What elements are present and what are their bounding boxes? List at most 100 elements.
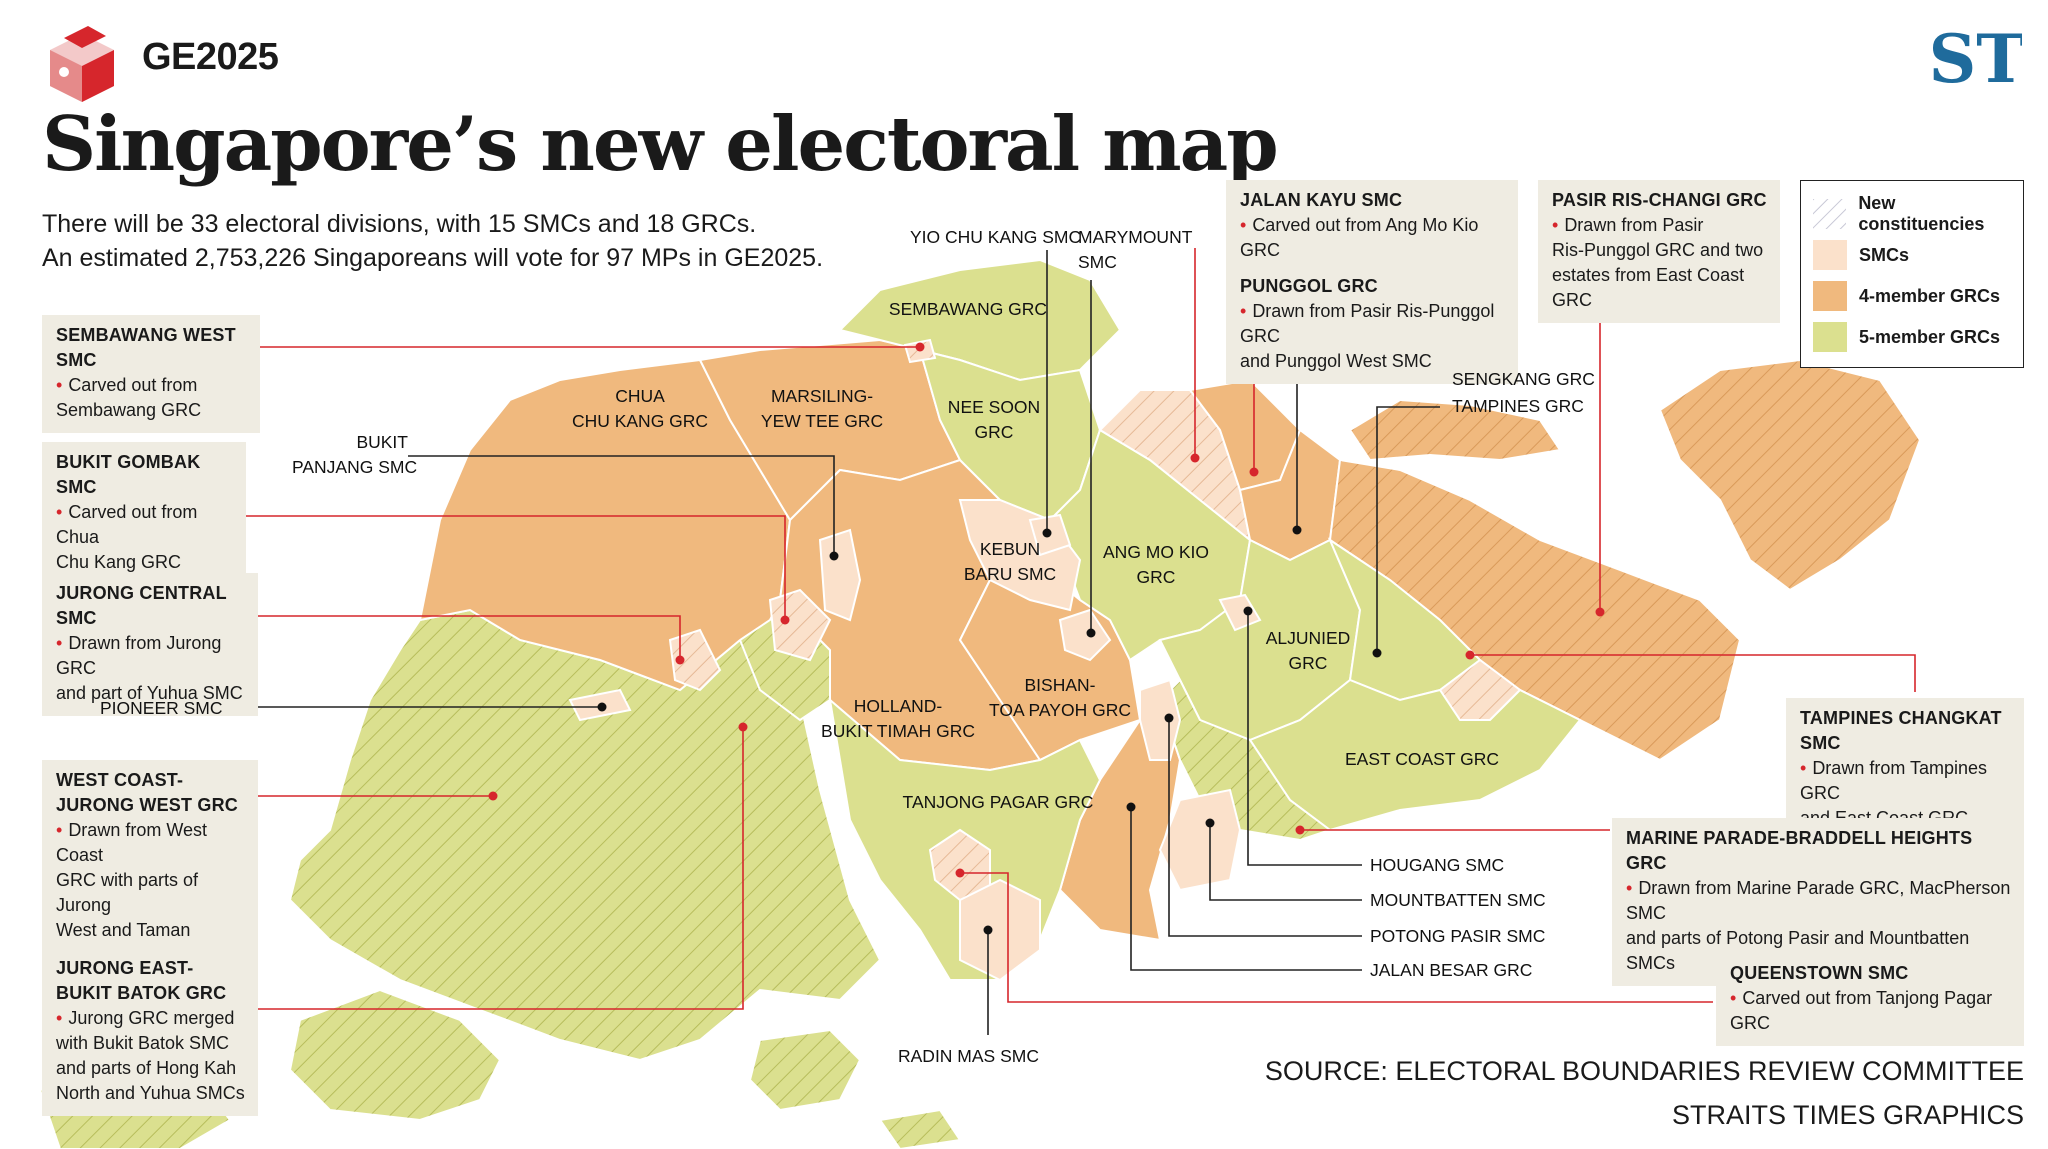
label-chua-chu-kang: CHUA CHU KANG GRC <box>571 386 709 431</box>
callout-desc: Sembawang GRC <box>56 400 202 420</box>
legend-label-new: New constituencies <box>1858 193 1985 234</box>
callout-title: BUKIT BATOK GRC <box>56 983 227 1003</box>
callout-title: WEST COAST- <box>56 770 184 790</box>
label-ang-mo-kio: ANG MO KIO GRC <box>1103 542 1209 587</box>
callout-punggol: PUNGGOL GRC Drawn from Pasir Ris-Punggol… <box>1226 266 1518 384</box>
callout-desc: Drawn from Pasir <box>1552 213 1768 238</box>
callout-desc: and Punggol West SMC <box>1240 351 1432 371</box>
callout-desc: Drawn from West Coast <box>56 818 246 868</box>
label-sengkang: SENGKANG GRC <box>1452 369 1595 389</box>
region-mountbatten <box>1158 788 1242 892</box>
legend-label-grc4: 4-member GRCs <box>1859 285 2001 306</box>
callout-queenstown: QUEENSTOWN SMC Carved out from Tanjong P… <box>1716 953 2024 1046</box>
region-radin-mas <box>959 878 1041 982</box>
label-east-coast: EAST COAST GRC <box>1345 749 1499 769</box>
leader-bukit-gombak <box>246 515 786 620</box>
region-marymount <box>1058 608 1112 662</box>
leader-tampines-changkat <box>1470 654 1916 692</box>
callout-desc: North and Yuhua SMCs <box>56 1083 245 1103</box>
leader-jalan-besar <box>1130 807 1362 971</box>
region-pulau-ubin <box>1348 398 1562 462</box>
label-pioneer: PIONEER SMC <box>100 698 223 718</box>
intro-line-2: An estimated 2,753,226 Singaporeans will… <box>42 244 824 272</box>
label-mountbatten: MOUNTBATTEN SMC <box>1370 890 1546 910</box>
callout-pasir-ris-changi: PASIR RIS-CHANGI GRC Drawn from Pasir Ri… <box>1538 180 1780 323</box>
callout-jurong-east-bukit-batok: JURONG EAST- BUKIT BATOK GRC Jurong GRC … <box>42 948 258 1116</box>
callout-title: JALAN KAYU SMC <box>1240 190 1403 210</box>
callout-jurong-central: JURONG CENTRAL SMC Drawn from Jurong GRC… <box>42 573 258 716</box>
label-hougang: HOUGANG SMC <box>1370 855 1505 875</box>
region-bukit-panjang <box>818 528 862 622</box>
callout-title: PUNGGOL GRC <box>1240 276 1378 296</box>
region-east-coast <box>1248 678 1582 832</box>
callout-desc: Carved out from <box>56 373 248 398</box>
region-hougang <box>1218 593 1262 632</box>
legend-label-smc: SMCs <box>1859 244 1910 265</box>
callout-title: JURONG WEST GRC <box>56 795 239 815</box>
label-potong-pasir: POTONG PASIR SMC <box>1370 926 1546 946</box>
label-bukit-panjang: BUKIT PANJANG SMC <box>292 432 418 477</box>
label-kebun-baru: KEBUN BARU SMC <box>963 539 1057 584</box>
callout-desc: Ris-Punggol GRC and two <box>1552 240 1764 260</box>
label-marsiling-yew-tee: MARSILING- YEW TEE GRC <box>760 386 884 431</box>
label-yio-chu-kang: YIO CHU KANG SMC <box>910 227 1082 247</box>
callout-desc: Drawn from Marine Parade GRC, MacPherson… <box>1626 876 2012 926</box>
source-line: SOURCE: ELECTORAL BOUNDARIES REVIEW COMM… <box>1264 1056 2024 1086</box>
legend-item-grc4: 4-member GRCs <box>1813 279 2000 313</box>
region-southern-islands <box>288 988 502 1122</box>
legend-item-smc: SMCs <box>1813 238 1909 272</box>
callout-title: MARINE PARADE-BRADDELL HEIGHTS GRC <box>1626 828 1973 873</box>
callout-desc: Carved out from Chua <box>56 500 234 550</box>
callout-desc: with Bukit Batok SMC <box>56 1033 230 1053</box>
leader-potong-pasir <box>1168 718 1362 937</box>
callout-west-coast-jurong-west: WEST COAST- JURONG WEST GRC Drawn from W… <box>42 760 258 978</box>
callout-desc: Drawn from Jurong GRC <box>56 631 246 681</box>
label-tampines: TAMPINES GRC <box>1452 396 1584 416</box>
callout-desc: Carved out from Tanjong Pagar GRC <box>1730 986 2012 1036</box>
callout-title: JURONG EAST- <box>56 958 194 978</box>
legend-item-new: New constituencies <box>1813 193 2023 234</box>
callout-jalan-kayu: JALAN KAYU SMC Carved out from Ang Mo Ki… <box>1226 180 1518 273</box>
callout-desc: Jurong GRC merged <box>56 1006 246 1031</box>
leader-tampines <box>1376 406 1440 653</box>
ballot-box-icon <box>40 20 124 109</box>
label-jalan-besar: JALAN BESAR GRC <box>1370 960 1533 980</box>
leader-bukit-panjang <box>408 455 835 556</box>
callout-desc: and parts of Potong Pasir and Mountbatte… <box>1626 928 1970 973</box>
callout-desc: GRC with parts of Jurong <box>56 870 199 915</box>
label-aljunied: ALJUNIED GRC <box>1265 628 1351 673</box>
legend: New constituencies SMCs 4-member GRCs 5-… <box>1800 180 2024 368</box>
leader-jurong-central <box>258 615 681 660</box>
callout-desc: Drawn from Tampines GRC <box>1800 756 2012 806</box>
region-jurong-central <box>668 628 722 692</box>
legend-item-grc5: 5-member GRCs <box>1813 320 2000 354</box>
leader-mountbatten <box>1209 823 1362 901</box>
callout-title: QUEENSTOWN SMC <box>1730 963 1909 983</box>
leader-hougang <box>1247 611 1362 866</box>
callout-desc: estates from East Coast GRC <box>1552 265 1745 310</box>
callout-desc: and parts of Hong Kah <box>56 1058 237 1078</box>
callout-desc: Drawn from Pasir Ris-Punggol GRC <box>1240 299 1506 349</box>
st-logo: ST <box>1929 20 2026 98</box>
credit-line: STRAITS TIMES GRAPHICS <box>1671 1100 2024 1130</box>
callout-title: BUKIT GOMBAK SMC <box>56 452 201 497</box>
label-tanjong-pagar: TANJONG PAGAR GRC <box>902 792 1094 812</box>
callout-title: PASIR RIS-CHANGI GRC <box>1552 190 1767 210</box>
callout-desc: and part of Yuhua SMC <box>56 683 243 703</box>
label-radin-mas: RADIN MAS SMC <box>898 1046 1039 1066</box>
callout-sembawang-west: SEMBAWANG WEST SMC Carved out from Semba… <box>42 315 260 433</box>
callout-title: TAMPINES CHANGKAT SMC <box>1800 708 2002 753</box>
label-nee-soon: NEE SOON GRC <box>947 397 1041 442</box>
leader-queenstown <box>960 872 1713 1003</box>
callout-bukit-gombak: BUKIT GOMBAK SMC Carved out from Chua Ch… <box>42 442 246 585</box>
label-sembawang: SEMBAWANG GRC <box>888 299 1048 319</box>
label-marymount: MARYMOUNT SMC <box>1078 227 1193 272</box>
callout-desc: Chu Kang GRC <box>56 552 182 572</box>
intro-line-1: There will be 33 electoral divisions, wi… <box>42 210 757 238</box>
page-title: Singapore’s new electoral map <box>42 100 1279 188</box>
callout-desc: Carved out from Ang Mo Kio GRC <box>1240 213 1506 263</box>
callout-title: JURONG CENTRAL SMC <box>56 583 227 628</box>
callout-title: SEMBAWANG WEST SMC <box>56 325 236 370</box>
region-pulau-tekong <box>1658 358 1922 592</box>
